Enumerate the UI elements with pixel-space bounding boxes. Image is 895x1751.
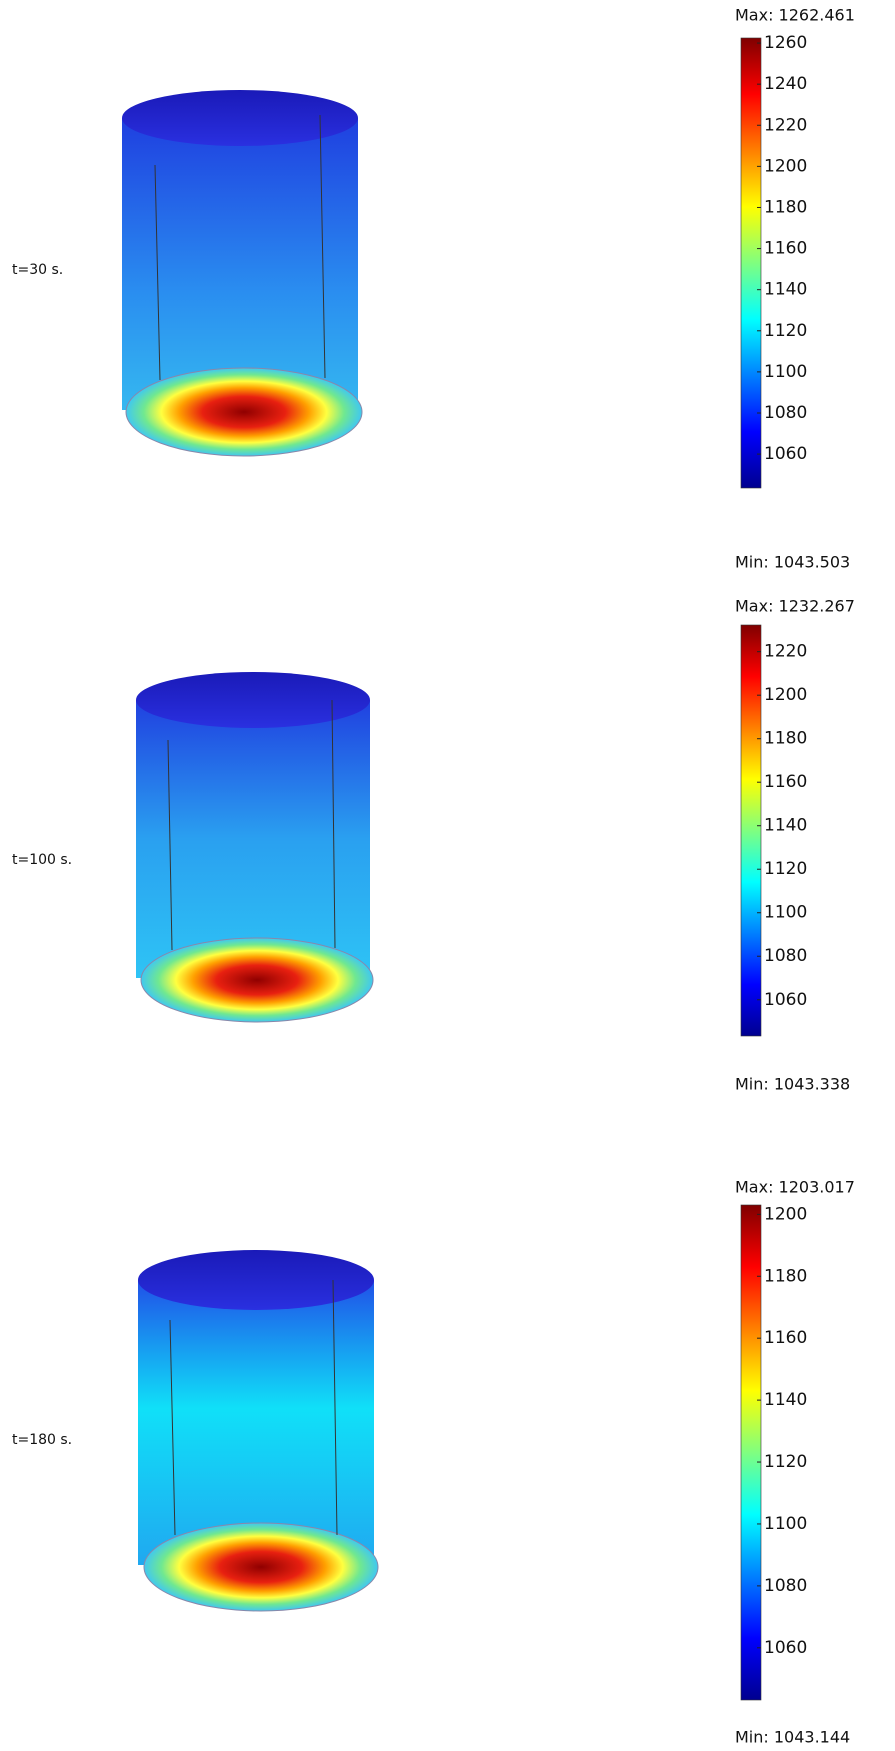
tick-label: 1120: [764, 1452, 807, 1472]
cylinder: [122, 90, 362, 456]
tick-label: 1060: [764, 444, 807, 464]
min-label: Min: 1043.144: [735, 1728, 850, 1747]
tick-label: 1100: [764, 1514, 807, 1534]
tick-label: 1080: [764, 946, 807, 966]
tick-label: 1240: [764, 74, 807, 94]
tick-label: 1200: [764, 685, 807, 705]
time-label: t=180 s.: [12, 1432, 72, 1448]
cylinder: [138, 1250, 378, 1611]
max-label: Max: 1232.267: [735, 597, 855, 616]
colorbar: [741, 38, 761, 488]
figure: t=30 s. Max: 1262.461 Min: 1043.503 1060 108…: [0, 0, 895, 1751]
max-label: Max: 1203.017: [735, 1178, 855, 1197]
cylinders: [122, 90, 378, 1611]
cylinder: [136, 672, 373, 1022]
tick-label: 1140: [764, 816, 807, 836]
colorbar: [741, 625, 761, 1036]
tick-label: 1180: [764, 197, 807, 217]
tick-label: 1200: [764, 1204, 807, 1224]
tick-label: 1140: [764, 1390, 807, 1410]
colorbar: [741, 1205, 761, 1700]
tick-label: 1180: [764, 1266, 807, 1286]
tick-label: 1080: [764, 1576, 807, 1596]
min-label: Min: 1043.338: [735, 1075, 850, 1094]
tick-label: 1120: [764, 859, 807, 879]
tick-label: 1120: [764, 321, 807, 341]
tick-label: 1100: [764, 903, 807, 923]
tick-label: 1220: [764, 115, 807, 135]
max-label: Max: 1262.461: [735, 6, 855, 25]
tick-label: 1140: [764, 280, 807, 300]
tick-label: 1160: [764, 1328, 807, 1348]
time-label: t=30 s.: [12, 262, 63, 278]
tick-label: 1080: [764, 403, 807, 423]
time-label: t=100 s.: [12, 852, 72, 868]
tick-label: 1160: [764, 772, 807, 792]
tick-label: 1060: [764, 1638, 807, 1658]
tick-label: 1060: [764, 990, 807, 1010]
tick-label: 1220: [764, 642, 807, 662]
tick-label: 1160: [764, 239, 807, 259]
tick-label: 1180: [764, 729, 807, 749]
min-label: Min: 1043.503: [735, 553, 850, 572]
tick-label: 1260: [764, 33, 807, 53]
tick-label: 1200: [764, 156, 807, 176]
tick-label: 1100: [764, 362, 807, 382]
